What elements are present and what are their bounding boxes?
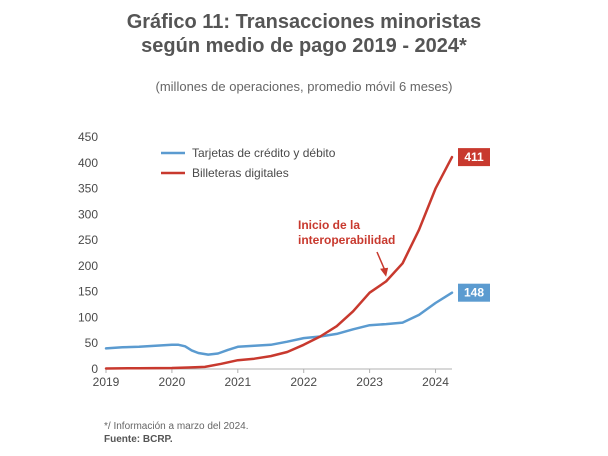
- end-label-box: [458, 148, 490, 167]
- y-tick-label: 200: [78, 259, 98, 273]
- end-label-box: [458, 283, 490, 302]
- series-line-tarjetas: [104, 291, 454, 356]
- y-tick-label: 100: [78, 310, 98, 324]
- legend-label: Tarjetas de crédito y débito: [192, 146, 336, 160]
- chart-subtitle: (millones de operaciones, promedio móvil…: [155, 79, 453, 94]
- y-tick-label: 450: [78, 130, 98, 144]
- y-tick-label: 300: [78, 207, 98, 221]
- annotation-arrow: [376, 251, 386, 272]
- footnote: */ Información a marzo del 2024.: [104, 421, 249, 432]
- source-note: Fuente: BCRP.: [104, 434, 173, 445]
- x-tick-label: 2020: [159, 375, 186, 389]
- y-tick-label: 0: [91, 362, 98, 376]
- y-tick-label: 350: [78, 182, 98, 196]
- chart-title: Gráfico 11: Transacciones minoristas seg…: [0, 10, 608, 58]
- end-label-value: 411: [464, 150, 484, 164]
- series-line-billeteras: [104, 155, 454, 370]
- x-tick-label: 2023: [356, 375, 383, 389]
- x-tick-label: 2024: [422, 375, 449, 389]
- x-tick-label: 2022: [290, 375, 317, 389]
- annotation-arrowhead: [380, 267, 389, 277]
- x-tick-label: 2019: [93, 375, 120, 389]
- y-tick-label: 50: [85, 336, 99, 350]
- chart-title-line1: Gráfico 11: Transacciones minoristas: [126, 11, 482, 33]
- legend-label: Billeteras digitales: [192, 166, 289, 180]
- y-tick-label: 250: [78, 233, 98, 247]
- y-tick-label: 150: [78, 285, 98, 299]
- annotation-text: interoperabilidad: [298, 233, 395, 247]
- end-label-value: 148: [464, 286, 484, 300]
- annotation-text: Inicio de la: [298, 218, 360, 232]
- x-tick-label: 2021: [224, 375, 251, 389]
- y-tick-label: 400: [78, 156, 98, 170]
- chart-title-line2: según medio de pago 2019 - 2024*: [141, 35, 467, 57]
